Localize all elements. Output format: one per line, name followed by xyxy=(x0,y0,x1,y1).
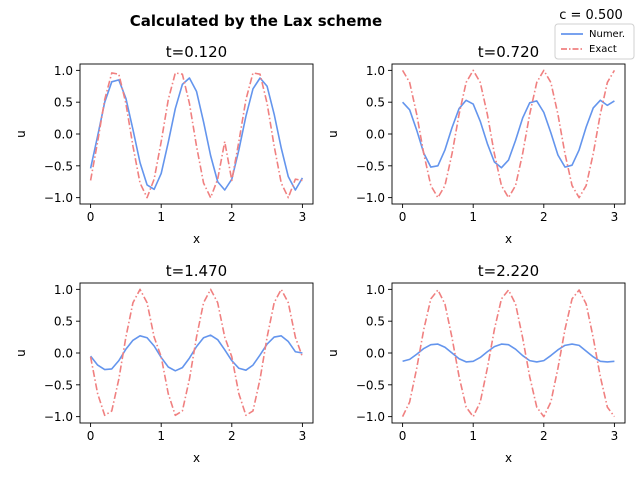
y-tick-label: 0.5 xyxy=(54,96,73,110)
subplot-title: t=2.220 xyxy=(478,262,539,280)
y-tick-label: −0.5 xyxy=(356,378,385,392)
y-tick-label: −1.0 xyxy=(356,410,385,424)
axes-frame xyxy=(391,63,626,205)
x-axis-label: x xyxy=(505,451,512,465)
x-tick-label: 2 xyxy=(540,429,548,443)
x-axis-label: x xyxy=(193,232,200,246)
y-axis-label: u xyxy=(14,349,28,357)
legend-frame xyxy=(554,23,635,60)
x-axis-label: x xyxy=(505,232,512,246)
x-tick-label: 1 xyxy=(157,210,165,224)
legend: Numer. Exact xyxy=(554,23,635,60)
axes-frame xyxy=(79,282,314,424)
y-tick-label: −1.0 xyxy=(356,191,385,205)
x-tick-label: 3 xyxy=(299,429,307,443)
y-tick-label: 0.0 xyxy=(54,347,73,361)
subplot-grid: 0 1 2 3 −1.0 −0.5 0.0 0.5 1.0 t=0.120 x u 0 1 2 3 −1.0 −0… xyxy=(14,43,626,465)
subplot-1: 0 1 2 3 −1.0 −0.5 0.0 0.5 1.0 t=0.120 x u xyxy=(14,43,314,246)
y-tick-label: 1.0 xyxy=(366,283,385,297)
y-tick-label: −0.5 xyxy=(356,159,385,173)
subplot-title: t=1.470 xyxy=(166,262,227,280)
legend-numerical-label: Numer. xyxy=(589,29,625,40)
y-tick-label: −0.5 xyxy=(44,159,73,173)
y-axis-label: u xyxy=(14,130,28,138)
numerical-solution-line xyxy=(402,99,615,169)
x-tick-label: 2 xyxy=(540,210,548,224)
x-tick-label: 2 xyxy=(228,210,236,224)
y-tick-label: 1.0 xyxy=(54,283,73,297)
y-tick-label: 1.0 xyxy=(54,64,73,78)
figure-title: Calculated by the Lax scheme xyxy=(130,12,382,30)
wave-speed-label: c = 0.500 xyxy=(559,8,623,23)
exact-solution-line xyxy=(401,69,616,199)
exact-solution-line xyxy=(401,289,616,418)
x-tick-label: 0 xyxy=(399,210,407,224)
y-tick-label: −0.5 xyxy=(44,378,73,392)
x-tick-label: 0 xyxy=(87,429,95,443)
y-tick-label: −1.0 xyxy=(44,191,73,205)
subplot-title: t=0.120 xyxy=(166,43,227,61)
subplot-title: t=0.720 xyxy=(478,43,539,61)
x-tick-label: 3 xyxy=(299,210,307,224)
numerical-solution-line xyxy=(89,334,303,372)
y-tick-label: 0.5 xyxy=(366,96,385,110)
x-tick-label: 1 xyxy=(157,429,165,443)
x-axis-label: x xyxy=(193,451,200,465)
x-tick-label: 1 xyxy=(469,429,477,443)
subplot-4: 0 1 2 3 −1.0 −0.5 0.0 0.5 1.0 t=2.220 x u xyxy=(326,262,626,465)
legend-exact-label: Exact xyxy=(589,44,617,55)
y-axis-label: u xyxy=(326,130,340,138)
y-tick-label: 0.0 xyxy=(366,347,385,361)
numerical-solution-line xyxy=(402,343,615,363)
x-tick-label: 0 xyxy=(87,210,95,224)
y-tick-label: 0.5 xyxy=(366,315,385,329)
x-tick-label: 0 xyxy=(399,429,407,443)
subplot-3: 0 1 2 3 −1.0 −0.5 0.0 0.5 1.0 t=1.470 x u xyxy=(14,262,314,465)
numerical-solution-line xyxy=(89,77,304,191)
x-tick-label: 1 xyxy=(469,210,477,224)
y-tick-label: −1.0 xyxy=(44,410,73,424)
x-tick-label: 3 xyxy=(611,210,619,224)
y-tick-label: 0.0 xyxy=(366,128,385,142)
y-axis-label: u xyxy=(326,349,340,357)
exact-solution-line xyxy=(89,288,304,417)
y-tick-label: 1.0 xyxy=(366,64,385,78)
y-tick-label: 0.0 xyxy=(54,128,73,142)
axes-frame xyxy=(391,282,626,424)
x-tick-label: 2 xyxy=(228,429,236,443)
x-tick-label: 3 xyxy=(611,429,619,443)
subplot-2: 0 1 2 3 −1.0 −0.5 0.0 0.5 1.0 t=0.720 x u xyxy=(326,43,626,246)
y-tick-label: 0.5 xyxy=(54,315,73,329)
